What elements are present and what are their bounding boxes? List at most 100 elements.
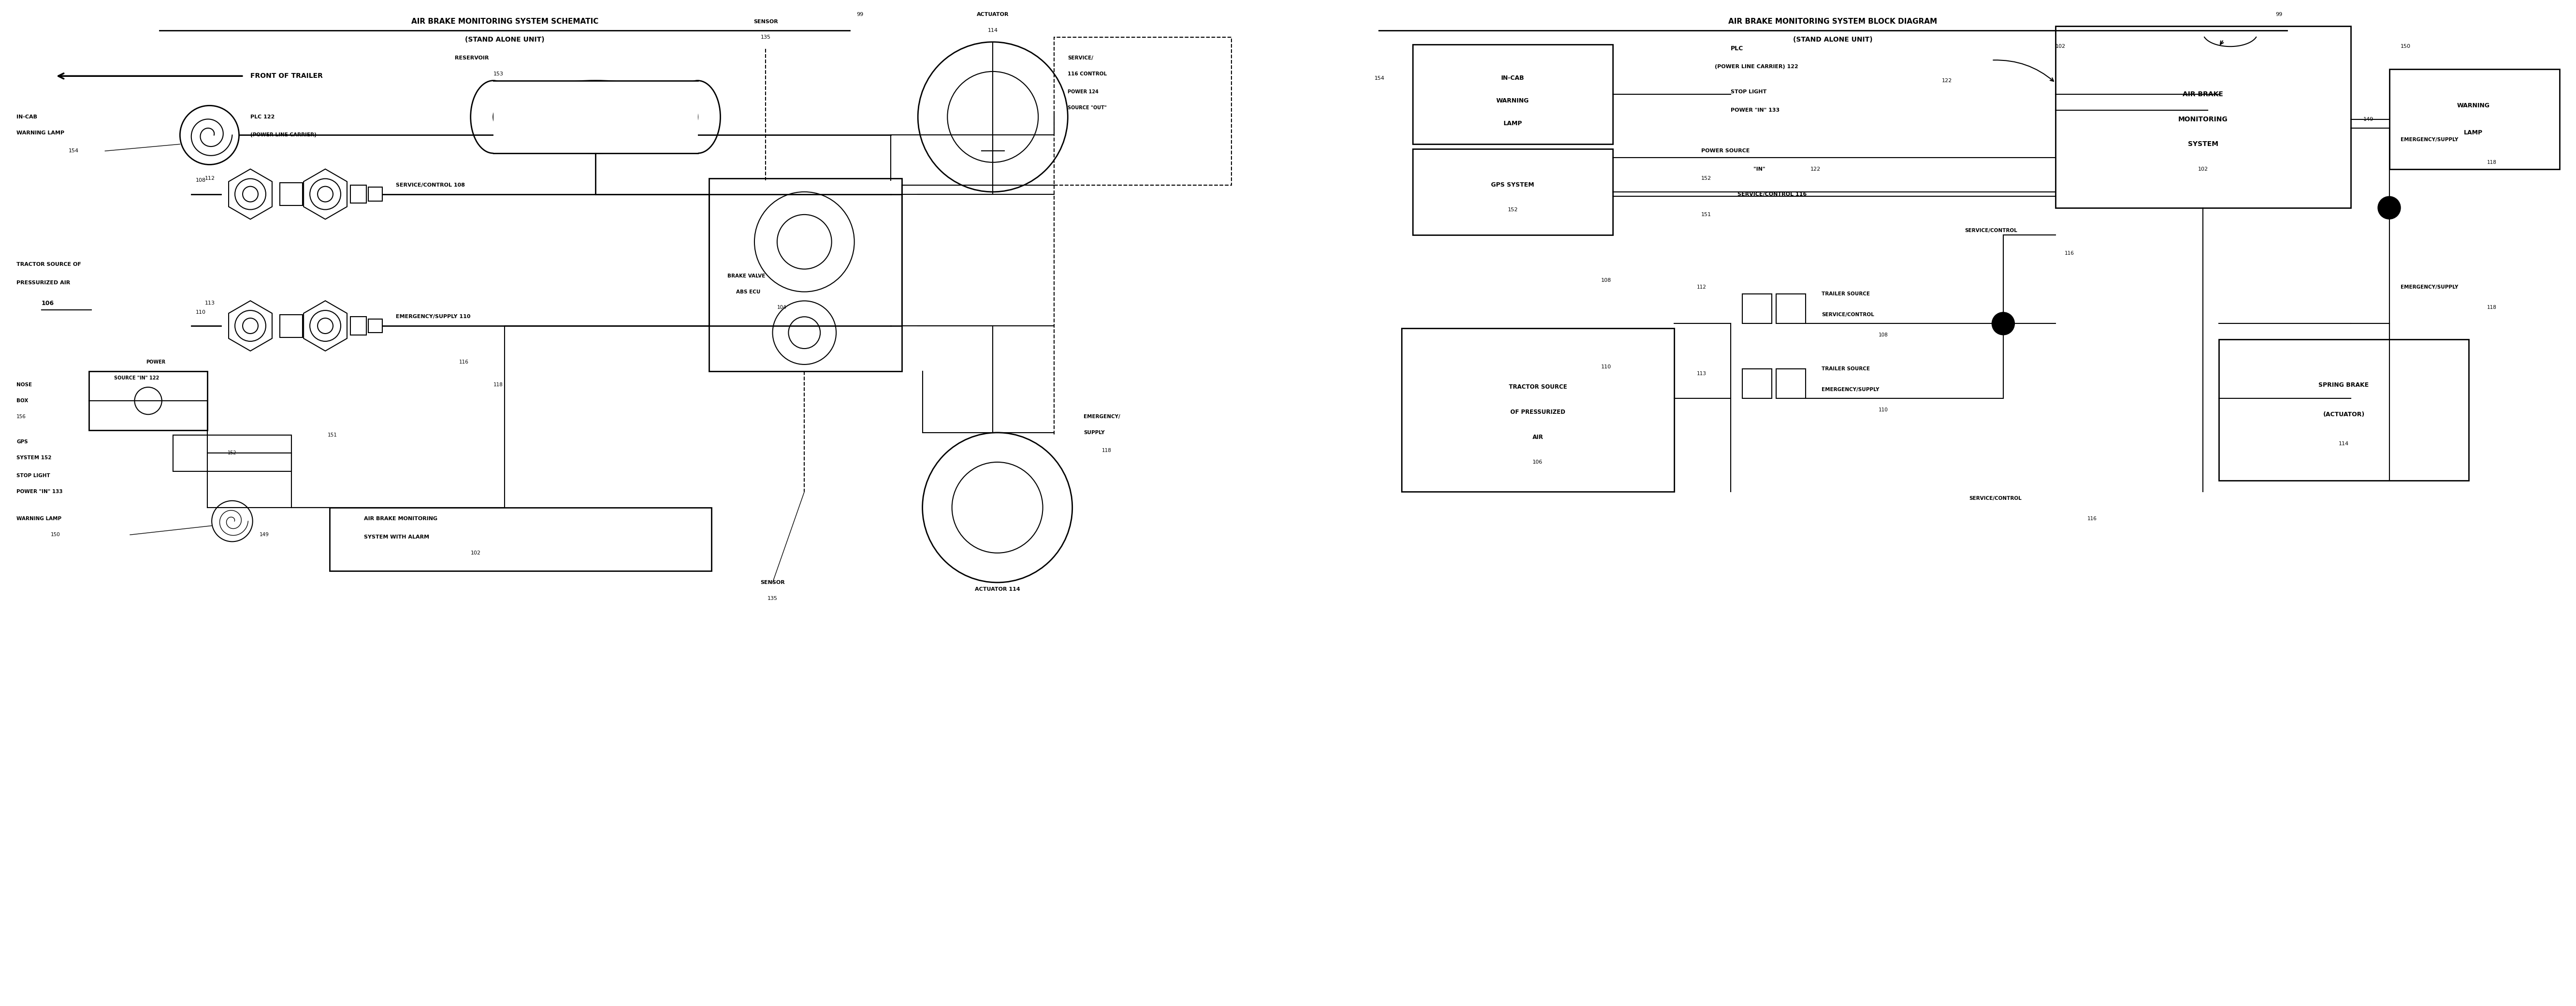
Text: SERVICE/CONTROL: SERVICE/CONTROL (1968, 496, 2022, 501)
Text: 151: 151 (1700, 212, 1710, 217)
Text: ACTUATOR 114: ACTUATOR 114 (974, 586, 1020, 592)
Text: 112: 112 (206, 176, 216, 181)
Text: 118: 118 (2486, 160, 2496, 165)
Circle shape (234, 311, 265, 341)
Text: 114: 114 (987, 28, 997, 33)
Text: BOX: BOX (15, 398, 28, 403)
Bar (1741, 369, 1772, 398)
Text: SYSTEM: SYSTEM (2187, 141, 2218, 148)
Text: (ACTUATOR): (ACTUATOR) (2324, 411, 2365, 417)
Text: 154: 154 (1373, 75, 1383, 80)
Circle shape (309, 311, 340, 341)
Text: 152: 152 (1507, 207, 1517, 212)
Text: 112: 112 (1698, 285, 1705, 290)
Text: POWER "IN" 133: POWER "IN" 133 (1731, 108, 1780, 113)
Text: BRAKE VALVE: BRAKE VALVE (726, 274, 765, 279)
Bar (173, 435, 291, 471)
Text: 118: 118 (495, 382, 502, 387)
Text: 108: 108 (1878, 333, 1888, 337)
Text: 99: 99 (858, 12, 863, 17)
Text: 110: 110 (1878, 407, 1888, 412)
Bar (368, 319, 381, 333)
Bar (708, 178, 902, 371)
Text: NOSE: NOSE (15, 382, 31, 387)
Text: OF PRESSURIZED: OF PRESSURIZED (1510, 409, 1566, 415)
Text: 116: 116 (2063, 250, 2074, 256)
Text: PLC: PLC (1731, 45, 1744, 52)
Text: SENSOR: SENSOR (755, 19, 778, 24)
Text: 114: 114 (2339, 442, 2349, 447)
Text: POWER "IN" 133: POWER "IN" 133 (15, 489, 62, 494)
Text: (STAND ALONE UNIT): (STAND ALONE UNIT) (1793, 36, 1873, 43)
Text: WARNING: WARNING (2458, 103, 2488, 109)
Bar (368, 187, 381, 201)
Bar (281, 183, 301, 205)
Text: LAMP: LAMP (1504, 121, 1522, 127)
Text: AIR BRAKE MONITORING SYSTEM BLOCK DIAGRAM: AIR BRAKE MONITORING SYSTEM BLOCK DIAGRA… (1728, 18, 1937, 25)
Text: WARNING: WARNING (1497, 98, 1530, 105)
Text: 116 CONTROL: 116 CONTROL (1069, 71, 1108, 76)
Bar (350, 317, 366, 335)
Text: EMERGENCY/SUPPLY: EMERGENCY/SUPPLY (1821, 387, 1880, 392)
Text: 151: 151 (327, 433, 337, 438)
Text: TRAILER SOURCE: TRAILER SOURCE (1821, 292, 1870, 297)
Text: POWER SOURCE: POWER SOURCE (1700, 149, 1749, 153)
Text: POWER 124: POWER 124 (1069, 90, 1097, 95)
Text: SOURCE "OUT": SOURCE "OUT" (1069, 106, 1108, 111)
Bar (1412, 44, 1613, 144)
Text: 135: 135 (768, 596, 778, 601)
Text: 152: 152 (227, 451, 237, 456)
Text: 106: 106 (41, 300, 54, 306)
Text: TRACTOR SOURCE: TRACTOR SOURCE (1510, 384, 1566, 390)
Text: EMERGENCY/: EMERGENCY/ (1084, 414, 1121, 420)
Bar (2218, 339, 2468, 480)
Text: 122: 122 (1811, 167, 1821, 172)
Bar (495, 80, 698, 153)
Text: WARNING LAMP: WARNING LAMP (15, 516, 62, 521)
Text: SPRING BRAKE: SPRING BRAKE (2318, 381, 2370, 388)
Text: 122: 122 (1942, 78, 1953, 82)
Text: 104: 104 (778, 305, 786, 310)
Text: 154: 154 (70, 149, 80, 153)
Text: 106: 106 (1533, 460, 1543, 465)
Bar (281, 315, 301, 337)
Bar (1054, 37, 1231, 185)
Text: GPS: GPS (15, 440, 28, 444)
Text: 150: 150 (2401, 44, 2411, 49)
Bar (350, 185, 366, 203)
Bar (1741, 294, 1772, 324)
Text: 113: 113 (1698, 371, 1705, 376)
Text: EMERGENCY/SUPPLY: EMERGENCY/SUPPLY (2401, 285, 2458, 290)
Text: 102: 102 (2056, 44, 2066, 49)
Text: AIR: AIR (1533, 434, 1543, 441)
Text: SERVICE/CONTROL: SERVICE/CONTROL (1965, 228, 2017, 232)
Bar (2388, 69, 2561, 169)
Text: ACTUATOR: ACTUATOR (976, 12, 1010, 17)
Text: TRAILER SOURCE: TRAILER SOURCE (1821, 366, 1870, 371)
Bar (1401, 328, 1674, 492)
Text: EMERGENCY/SUPPLY 110: EMERGENCY/SUPPLY 110 (397, 314, 471, 319)
Text: 113: 113 (206, 301, 216, 306)
Text: 102: 102 (2197, 167, 2208, 172)
Text: SERVICE/CONTROL: SERVICE/CONTROL (1821, 312, 1875, 317)
Text: FRONT OF TRAILER: FRONT OF TRAILER (250, 72, 322, 79)
Text: 135: 135 (760, 35, 770, 40)
Circle shape (234, 179, 265, 209)
Text: (STAND ALONE UNIT): (STAND ALONE UNIT) (464, 36, 544, 43)
Text: AIR BRAKE MONITORING SYSTEM SCHEMATIC: AIR BRAKE MONITORING SYSTEM SCHEMATIC (412, 18, 598, 25)
Text: TRACTOR SOURCE OF: TRACTOR SOURCE OF (15, 263, 82, 267)
Text: 108: 108 (196, 178, 206, 183)
Text: PRESSURIZED AIR: PRESSURIZED AIR (15, 281, 70, 285)
Text: 102: 102 (471, 550, 482, 555)
Text: "IN": "IN" (1754, 167, 1765, 172)
Text: (POWER LINE CARRIER) 122: (POWER LINE CARRIER) 122 (1716, 64, 1798, 69)
Text: 153: 153 (495, 71, 502, 76)
Text: PLC 122: PLC 122 (250, 115, 276, 120)
Circle shape (1991, 312, 2014, 335)
Text: 116: 116 (2087, 516, 2097, 521)
Text: 149: 149 (260, 532, 268, 537)
Text: POWER: POWER (147, 360, 165, 364)
Text: IN-CAB: IN-CAB (15, 115, 36, 120)
Text: SENSOR: SENSOR (760, 580, 786, 584)
Text: AIR BRAKE: AIR BRAKE (2182, 91, 2223, 98)
